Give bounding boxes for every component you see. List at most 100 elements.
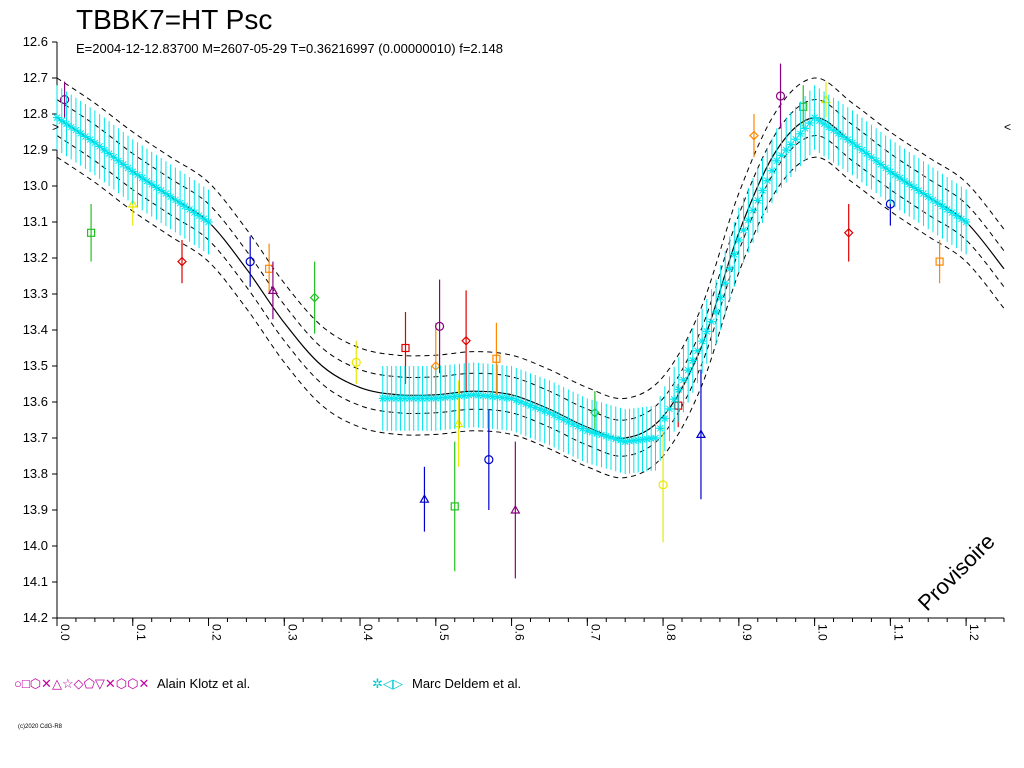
cyan-data-point bbox=[611, 434, 620, 443]
cyan-data-point bbox=[142, 177, 151, 186]
cyan-data-point bbox=[957, 214, 966, 223]
x-tick-label: 0.7 bbox=[588, 624, 602, 641]
cyan-data-point bbox=[62, 119, 71, 128]
copyright-text: (c)2020 CdG-R8 bbox=[18, 724, 63, 730]
chart-subtitle: E=2004-12-12.83700 M=2607-05-29 T=0.3621… bbox=[76, 41, 503, 56]
cyan-data-point bbox=[933, 199, 942, 208]
cyan-data-point bbox=[834, 129, 843, 138]
data-point bbox=[935, 257, 944, 266]
cyan-data-point bbox=[853, 142, 862, 151]
cyan-data-point bbox=[195, 211, 204, 220]
cyan-data-point bbox=[651, 434, 660, 442]
data-point bbox=[484, 455, 494, 465]
legend-symbols-group2: ✲◁▷ bbox=[372, 676, 403, 691]
y-tick-label: 13.9 bbox=[23, 502, 48, 517]
cyan-data-point bbox=[767, 166, 776, 175]
data-point bbox=[450, 502, 459, 511]
cyan-data-point bbox=[744, 216, 753, 225]
cyan-data-point bbox=[895, 173, 904, 182]
cyan-data-point bbox=[199, 214, 208, 223]
cyan-data-point bbox=[698, 337, 707, 346]
cyan-data-point bbox=[81, 132, 90, 141]
y-tick-label: 13.8 bbox=[23, 466, 48, 481]
x-tick-label: 0.5 bbox=[437, 624, 451, 641]
y-tick-label: 13.0 bbox=[23, 178, 48, 193]
cyan-data-point bbox=[455, 392, 464, 401]
cyan-data-point bbox=[128, 167, 137, 176]
cyan-data-point bbox=[161, 189, 170, 198]
model-envelope-curve bbox=[56, 156, 1005, 479]
cyan-data-point bbox=[938, 202, 947, 211]
provisoire-watermark: Provisoire bbox=[913, 529, 1000, 616]
data-point bbox=[177, 256, 187, 267]
y-tick-label: 14.0 bbox=[23, 538, 48, 553]
cyan-data-point bbox=[588, 428, 597, 437]
cyan-data-point bbox=[109, 153, 118, 162]
cyan-data-point bbox=[665, 404, 674, 413]
cyan-data-point bbox=[772, 156, 781, 165]
x-tick-label: 0.4 bbox=[361, 624, 375, 641]
x-tick-label: 1.0 bbox=[816, 624, 830, 641]
cyan-data-point bbox=[95, 142, 104, 151]
data-point bbox=[461, 335, 471, 346]
cyan-data-point bbox=[114, 156, 123, 165]
y-tick-label: 13.1 bbox=[23, 214, 48, 229]
cyan-data-point bbox=[962, 218, 971, 226]
cyan-data-point bbox=[176, 199, 185, 208]
cyan-data-point bbox=[777, 151, 786, 160]
cyan-data-point bbox=[684, 366, 693, 375]
cyan-data-point bbox=[573, 422, 582, 431]
left-marker: > bbox=[52, 120, 59, 134]
cyan-data-point bbox=[592, 429, 601, 438]
data-point bbox=[695, 429, 706, 438]
x-tick-label: 0.9 bbox=[740, 624, 754, 641]
cyan-data-point bbox=[190, 208, 199, 217]
cyan-data-point bbox=[76, 129, 85, 138]
cyan-data-point bbox=[679, 375, 688, 384]
cyan-data-point bbox=[166, 192, 175, 201]
legend-symbols-group1: ○□⬡✕△☆◇⬠▽✕⬡⬡✕ bbox=[14, 676, 149, 691]
cyan-data-point bbox=[758, 186, 767, 195]
y-tick-label: 12.9 bbox=[23, 142, 48, 157]
data-point bbox=[245, 257, 255, 267]
cyan-data-point bbox=[905, 180, 914, 189]
cyan-data-point bbox=[707, 317, 716, 326]
chart-title: TBBK7=HT Psc bbox=[76, 4, 272, 35]
data-point bbox=[267, 285, 278, 294]
cyan-data-point bbox=[133, 170, 142, 179]
x-tick-label: 1.1 bbox=[891, 624, 905, 641]
x-tick-label: 0.2 bbox=[210, 624, 224, 641]
y-tick-label: 13.7 bbox=[23, 430, 48, 445]
cyan-data-point bbox=[763, 176, 772, 185]
cyan-data-point bbox=[810, 113, 819, 122]
cyan-data-point bbox=[786, 140, 795, 149]
cyan-data-point bbox=[782, 146, 791, 154]
cyan-data-point bbox=[725, 264, 734, 273]
data-point bbox=[86, 228, 96, 237]
cyan-data-point bbox=[670, 395, 679, 404]
cyan-data-point bbox=[881, 164, 890, 172]
data-point bbox=[775, 91, 786, 101]
data-point bbox=[127, 198, 138, 208]
cyan-data-point bbox=[843, 135, 852, 144]
cyan-data-point bbox=[721, 279, 730, 288]
y-tick-label: 14.2 bbox=[23, 610, 48, 625]
x-tick-label: 0.3 bbox=[285, 624, 299, 641]
y-tick-label: 14.1 bbox=[23, 574, 48, 589]
data-point bbox=[843, 227, 854, 238]
data-point bbox=[799, 102, 808, 111]
cyan-data-point bbox=[791, 135, 800, 144]
data-points bbox=[53, 63, 971, 579]
data-point bbox=[674, 401, 683, 410]
cyan-data-point bbox=[157, 186, 166, 195]
cyan-data-point bbox=[943, 205, 952, 214]
cyan-data-point bbox=[730, 250, 739, 259]
cyan-data-point bbox=[857, 146, 866, 154]
cyan-data-point bbox=[674, 385, 683, 394]
y-axis: 12.6 12.7 12.8 12.9 13.0 13.1 13.2 13.3 13.4 13.5… bbox=[23, 34, 58, 625]
cyan-data-point bbox=[180, 202, 189, 211]
data-point bbox=[658, 480, 668, 490]
cyan-data-point bbox=[820, 119, 829, 128]
cyan-data-point bbox=[862, 149, 871, 158]
cyan-data-point bbox=[583, 426, 592, 435]
